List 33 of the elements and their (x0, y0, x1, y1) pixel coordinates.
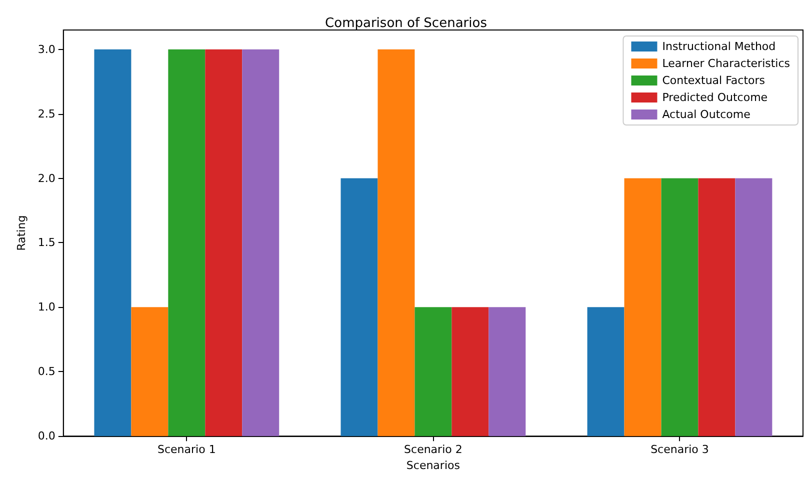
bar (488, 307, 526, 436)
legend-label: Predicted Outcome (662, 91, 768, 104)
y-axis-title: Rating (15, 215, 28, 251)
bar (587, 307, 624, 436)
bar (242, 49, 280, 436)
bar (131, 307, 168, 436)
legend-label: Contextual Factors (662, 74, 766, 87)
bar (378, 49, 415, 436)
y-tick-label: 2.0 (38, 172, 56, 185)
y-tick-label: 2.5 (38, 107, 56, 120)
y-tick-label: 0.5 (38, 365, 56, 378)
y-tick-label: 3.0 (38, 42, 56, 56)
y-tick-label: 1.0 (38, 300, 56, 314)
bar (168, 49, 206, 436)
y-tick-label: 1.5 (38, 236, 56, 250)
bar (661, 178, 698, 436)
x-tick-label: Scenario 3 (650, 443, 709, 456)
legend-label: Instructional Method (662, 40, 776, 53)
legend-label: Learner Characteristics (662, 57, 790, 70)
legend-label: Actual Outcome (662, 108, 751, 121)
x-tick-label: Scenario 2 (404, 443, 462, 456)
bar (94, 49, 132, 436)
bar (205, 49, 242, 436)
chart-title: Comparison of Scenarios (325, 16, 488, 31)
bar (624, 178, 662, 436)
bar (452, 307, 489, 436)
bar (698, 178, 736, 436)
bar (735, 178, 772, 436)
bar (340, 178, 378, 436)
x-tick-label: Scenario 1 (157, 443, 216, 456)
y-tick-label: 0.0 (38, 430, 56, 443)
bar (414, 307, 452, 436)
x-axis-title: Scenarios (406, 459, 460, 472)
